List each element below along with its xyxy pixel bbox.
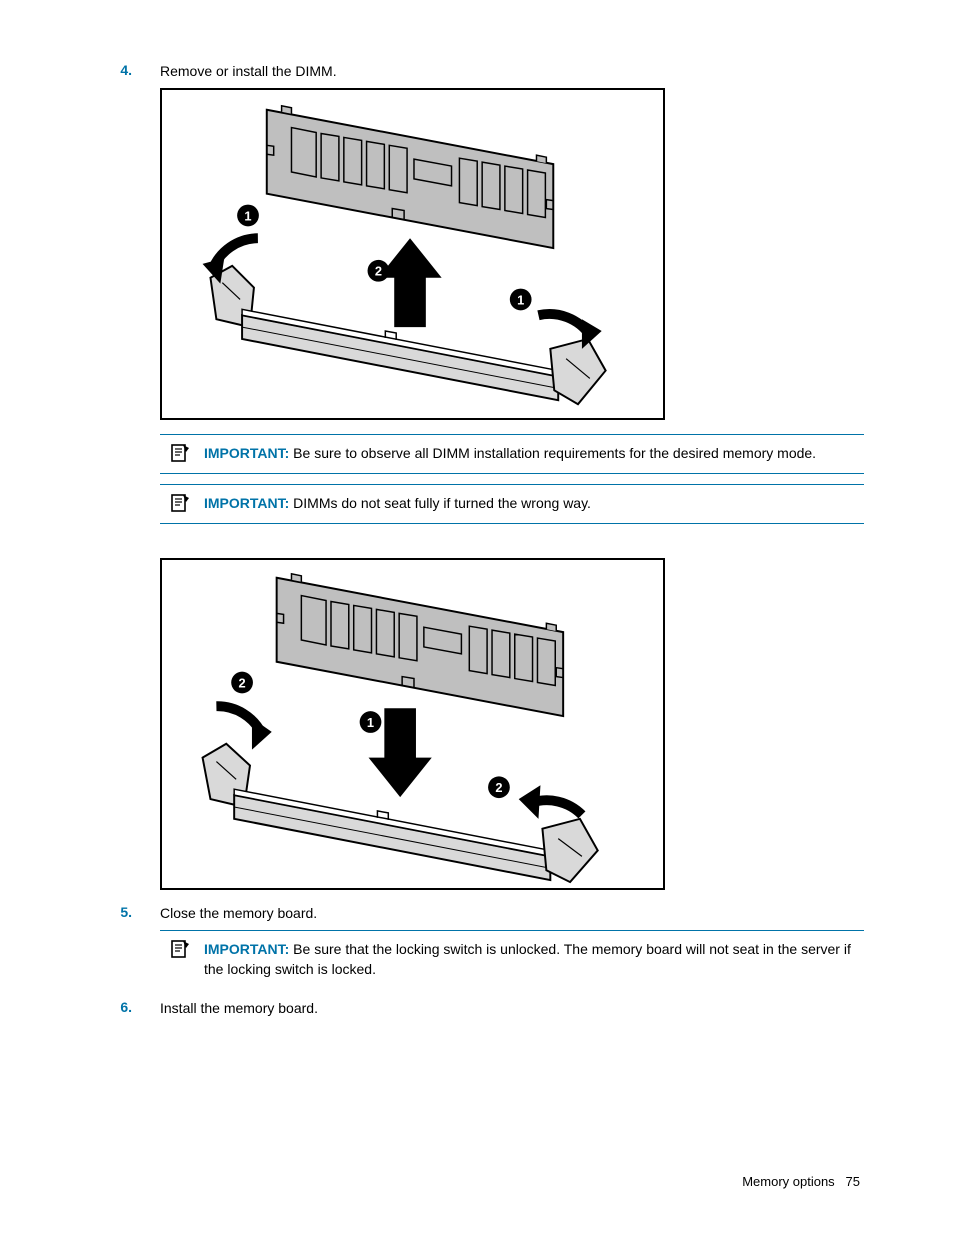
note-icon: [160, 443, 204, 463]
important-label: IMPORTANT:: [204, 445, 289, 461]
page-footer: Memory options 75: [742, 1174, 860, 1189]
badge-2-left: 2: [231, 672, 253, 694]
step-5-number: 5.: [90, 904, 160, 920]
step-4-text: Remove or install the DIMM.: [160, 62, 864, 82]
important-label: IMPORTANT:: [204, 495, 289, 511]
important-text-1: IMPORTANT: Be sure to observe all DIMM i…: [204, 443, 864, 463]
important-text-2: IMPORTANT: DIMMs do not seat fully if tu…: [204, 493, 864, 513]
step-5-text: Close the memory board.: [160, 904, 864, 924]
important-body-3: Be sure that the locking switch is unloc…: [204, 941, 851, 977]
badge-1-left: 1: [237, 204, 259, 226]
svg-text:2: 2: [495, 780, 502, 795]
svg-text:2: 2: [375, 263, 382, 278]
figure-dimm-install: 2 1 2: [160, 558, 665, 890]
svg-text:1: 1: [244, 208, 251, 223]
svg-text:2: 2: [239, 676, 246, 691]
svg-text:1: 1: [367, 715, 374, 730]
important-label: IMPORTANT:: [204, 941, 289, 957]
figure-dimm-remove: 1 2 1: [160, 88, 665, 420]
important-body-1: Be sure to observe all DIMM installation…: [289, 445, 816, 461]
important-callout-1: IMPORTANT: Be sure to observe all DIMM i…: [160, 434, 864, 474]
svg-text:1: 1: [517, 292, 524, 307]
page: 4. Remove or install the DIMM.: [0, 0, 954, 1235]
step-4: 4. Remove or install the DIMM.: [90, 62, 864, 82]
step-6-number: 6.: [90, 999, 160, 1015]
dimm-install-illustration: 2 1 2: [162, 560, 663, 888]
badge-1-right: 1: [510, 288, 532, 310]
dimm-remove-illustration: 1 2 1: [162, 90, 663, 418]
badge-1-center: 1: [360, 711, 382, 733]
important-callout-2: IMPORTANT: DIMMs do not seat fully if tu…: [160, 484, 864, 524]
badge-2-center: 2: [368, 260, 390, 282]
important-text-3: IMPORTANT: Be sure that the locking swit…: [204, 939, 864, 980]
step-5: 5. Close the memory board.: [90, 904, 864, 924]
step-6: 6. Install the memory board.: [90, 999, 864, 1019]
footer-section: Memory options: [742, 1174, 834, 1189]
important-body-2: DIMMs do not seat fully if turned the wr…: [289, 495, 591, 511]
note-icon: [160, 939, 204, 959]
badge-2-right: 2: [488, 777, 510, 799]
note-icon: [160, 493, 204, 513]
step-4-number: 4.: [90, 62, 160, 78]
footer-page: 75: [846, 1174, 860, 1189]
step-6-text: Install the memory board.: [160, 999, 864, 1019]
important-callout-3: IMPORTANT: Be sure that the locking swit…: [160, 930, 864, 990]
